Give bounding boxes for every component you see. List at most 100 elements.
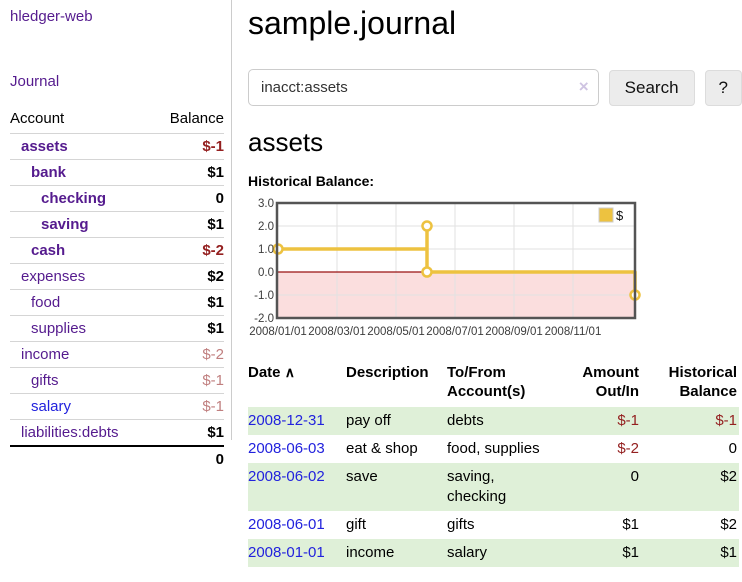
transaction-date-link[interactable]: 2008-06-03 xyxy=(248,440,325,457)
accounts-header-row: Account Balance xyxy=(10,106,224,134)
transaction-accounts: food, supplies xyxy=(447,440,540,457)
column-header-date[interactable]: Date ∧ xyxy=(248,364,295,381)
register-row: 2008-06-01 gift gifts $1 $2 xyxy=(248,511,739,539)
svg-text:2008/05/01: 2008/05/01 xyxy=(367,326,425,338)
register-row: 2008-06-02 save saving, checking 0 $2 xyxy=(248,463,739,511)
account-balance: $1 xyxy=(152,419,224,446)
search-input[interactable] xyxy=(248,69,599,106)
transaction-amount: $1 xyxy=(622,544,639,561)
svg-text:2.0: 2.0 xyxy=(258,221,274,233)
svg-text:-1.0: -1.0 xyxy=(254,290,274,302)
legend-color-box xyxy=(598,207,614,223)
app-layout: hledger-web Journal Account Balance asse… xyxy=(0,0,742,567)
account-link-expenses[interactable]: expenses xyxy=(21,268,86,285)
account-link-cash[interactable]: cash xyxy=(31,242,66,259)
account-row-liabilities-debts: liabilities:debts $1 xyxy=(10,419,224,446)
svg-text:0.0: 0.0 xyxy=(258,267,274,279)
account-row-supplies: supplies $1 xyxy=(10,315,224,342)
transaction-date-link[interactable]: 2008-12-31 xyxy=(248,412,325,429)
historical-balance-chart: $ 3.0 2.0 1.0 0.0 -1.0 -2.0 2008/01/01 2… xyxy=(248,195,742,346)
register-table: Date ∧ Description To/From Account(s) Amo… xyxy=(248,361,739,567)
plot-border xyxy=(275,201,637,320)
account-row-expenses: expenses $2 xyxy=(10,263,224,290)
account-row-saving: saving $1 xyxy=(10,211,224,238)
transaction-description: eat & shop xyxy=(346,440,418,457)
column-header-description: Description xyxy=(346,364,429,381)
account-balance: 0 xyxy=(152,185,224,212)
account-balance: $-1 xyxy=(152,367,224,394)
transaction-date-link[interactable]: 2008-01-01 xyxy=(248,544,325,561)
chart-title: Historical Balance: xyxy=(248,173,375,189)
search-button[interactable]: Search xyxy=(608,69,695,106)
transaction-balance: 0 xyxy=(728,440,737,457)
chart-legend: $ xyxy=(598,207,624,223)
transaction-balance: $2 xyxy=(720,468,737,485)
svg-text:2008/01/01: 2008/01/01 xyxy=(249,326,307,338)
chart-svg: $ 3.0 2.0 1.0 0.0 -1.0 -2.0 2008/01/01 2… xyxy=(249,198,641,338)
account-balance: $1 xyxy=(152,315,224,342)
account-link-saving[interactable]: saving xyxy=(41,216,89,233)
account-row-checking: checking 0 xyxy=(10,185,224,212)
account-link-checking[interactable]: checking xyxy=(41,190,107,207)
svg-text:2008/11/01: 2008/11/01 xyxy=(545,326,602,338)
register-row: 2008-12-31 pay off debts $-1 $-1 xyxy=(248,407,739,435)
transaction-date-link[interactable]: 2008-06-02 xyxy=(248,468,325,485)
account-link-supplies[interactable]: supplies xyxy=(31,320,87,337)
transaction-balance: $2 xyxy=(720,516,737,533)
transaction-balance: $1 xyxy=(720,544,737,561)
svg-text:1.0: 1.0 xyxy=(258,244,274,256)
account-row-bank: bank $1 xyxy=(10,159,224,186)
register-row: 2008-01-01 income salary $1 $1 xyxy=(248,539,739,567)
account-balance: $1 xyxy=(152,289,224,316)
transaction-accounts: gifts xyxy=(447,516,475,533)
column-header-balance: Historical Balance xyxy=(668,364,737,400)
sort-ascending-icon: ∧ xyxy=(284,364,295,380)
accounts-header-balance: Balance xyxy=(169,110,224,127)
account-row-salary: salary $-1 xyxy=(10,393,224,420)
accounts-total-row: 0 xyxy=(10,445,224,472)
account-link-assets[interactable]: assets xyxy=(21,138,68,155)
svg-text:-2.0: -2.0 xyxy=(254,313,274,325)
account-row-income: income $-2 xyxy=(10,341,224,368)
transaction-amount: $-2 xyxy=(617,440,639,457)
clear-search-icon[interactable]: × xyxy=(578,77,589,96)
search-form: × Search ? xyxy=(248,69,742,106)
account-link-salary[interactable]: salary xyxy=(31,398,72,415)
accounts-balance-table: Account Balance assets $-1 bank $1 check… xyxy=(10,106,224,472)
transaction-description: save xyxy=(346,468,378,485)
transaction-description: pay off xyxy=(346,412,391,429)
svg-text:2008/09/01: 2008/09/01 xyxy=(485,326,543,338)
svg-text:2008/03/01: 2008/03/01 xyxy=(308,326,366,338)
register-account-heading: assets xyxy=(248,127,324,157)
transaction-balance: $-1 xyxy=(715,412,737,429)
account-link-gifts[interactable]: gifts xyxy=(31,372,59,389)
transaction-amount: $-1 xyxy=(617,412,639,429)
transaction-description: income xyxy=(346,544,395,561)
transaction-amount: 0 xyxy=(630,468,639,485)
account-row-food: food $1 xyxy=(10,289,224,316)
account-link-liabilities-debts[interactable]: liabilities:debts xyxy=(21,424,119,441)
transaction-amount: $1 xyxy=(622,516,639,533)
account-row-cash: cash $-2 xyxy=(10,237,224,264)
y-axis-labels: 3.0 2.0 1.0 0.0 -1.0 -2.0 xyxy=(254,198,274,325)
transaction-date-link[interactable]: 2008-06-01 xyxy=(248,516,325,533)
account-link-income[interactable]: income xyxy=(21,346,70,363)
page-title: sample.journal xyxy=(248,5,457,41)
column-header-amount: Amount Out/In xyxy=(582,364,639,400)
help-button[interactable]: ? xyxy=(704,69,742,106)
accounts-total-value: 0 xyxy=(152,445,224,472)
brand-link[interactable]: hledger-web xyxy=(10,8,93,25)
account-balance: $2 xyxy=(152,263,224,290)
x-axis-labels: 2008/01/01 2008/03/01 2008/05/01 2008/07… xyxy=(249,326,601,338)
transaction-description: gift xyxy=(346,516,367,533)
transaction-accounts: saving, checking xyxy=(447,468,507,505)
svg-text:2008/07/01: 2008/07/01 xyxy=(426,326,484,338)
accounts-header-account: Account xyxy=(10,110,65,127)
account-link-food[interactable]: food xyxy=(31,294,61,311)
account-link-bank[interactable]: bank xyxy=(31,164,67,181)
register-row: 2008-06-03 eat & shop food, supplies $-2… xyxy=(248,435,739,463)
sidebar-item-journal[interactable]: Journal xyxy=(10,73,60,90)
account-balance: $-1 xyxy=(152,393,224,420)
legend-label: $ xyxy=(616,208,624,223)
sidebar: hledger-web Journal Account Balance asse… xyxy=(0,0,232,472)
